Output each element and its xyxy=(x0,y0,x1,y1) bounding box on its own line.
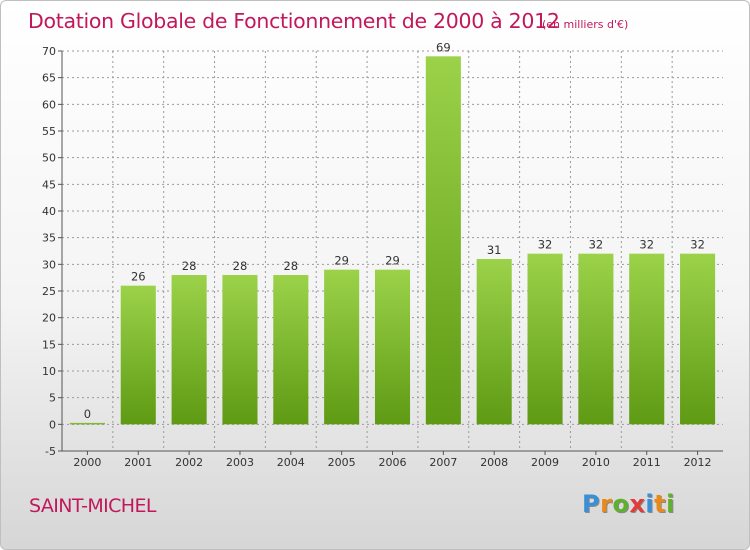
y-tick-label: 35 xyxy=(42,232,56,245)
y-tick-label: 15 xyxy=(42,338,56,351)
logo-letter: P xyxy=(582,490,601,518)
bar xyxy=(629,253,665,425)
x-tick-label: 2003 xyxy=(226,456,254,469)
y-tick-label: 20 xyxy=(42,312,56,325)
x-tick-label: 2004 xyxy=(277,456,305,469)
bar xyxy=(222,275,258,425)
logo-letter: x xyxy=(629,490,646,518)
bar-value-label: 28 xyxy=(233,259,248,273)
chart-subtitle: (en milliers d'€) xyxy=(542,18,629,31)
y-tick-label: 65 xyxy=(42,72,56,85)
y-tick-label: 40 xyxy=(42,205,56,218)
logo-letter: i xyxy=(666,490,675,518)
x-tick-label: 2001 xyxy=(124,456,152,469)
bar-value-label: 26 xyxy=(131,270,146,284)
y-tick-label: 25 xyxy=(42,285,56,298)
bar-value-label: 29 xyxy=(385,254,400,268)
bars xyxy=(69,56,716,425)
logo-letter: o xyxy=(612,490,630,518)
bar-value-label: 32 xyxy=(639,238,654,252)
x-tick-label: 2000 xyxy=(73,456,101,469)
logo-letter: t xyxy=(654,490,667,518)
x-tick-label: 2002 xyxy=(175,456,203,469)
x-tick-label: 2005 xyxy=(328,456,356,469)
axes: -5 0 5 10 15 20 25 30 35 40 45 50 55 60 65 70 2000 2001 20… xyxy=(42,45,723,469)
logo-letter: i xyxy=(645,490,655,518)
labels: 0 26 28 28 28 29 29 69 31 32 32 32 32 xyxy=(84,40,705,421)
x-tick-label: 2009 xyxy=(531,456,559,469)
y-tick-label: 45 xyxy=(42,178,56,191)
y-tick-label: -5 xyxy=(45,445,56,458)
y-tick-label: 0 xyxy=(49,418,56,431)
bar xyxy=(171,275,207,425)
bar xyxy=(273,275,309,425)
bar-value-label: 28 xyxy=(182,259,197,273)
bar xyxy=(69,422,105,425)
bar xyxy=(527,253,563,425)
bar xyxy=(578,253,614,425)
bar-value-label: 31 xyxy=(487,243,502,257)
bar xyxy=(120,285,156,425)
x-tick-label: 2006 xyxy=(379,456,407,469)
bar xyxy=(680,253,716,425)
x-tick-label: 2010 xyxy=(582,456,610,469)
commune-name: SAINT-MICHEL xyxy=(29,495,156,517)
y-tick-label: 55 xyxy=(42,125,56,138)
y-tick-label: 5 xyxy=(49,392,56,405)
bar xyxy=(324,269,360,425)
y-tick-label: 30 xyxy=(42,258,56,271)
proxiti-logo[interactable]: Proxiti xyxy=(582,490,675,518)
y-tick-label: 10 xyxy=(42,365,56,378)
x-tick-label: 2011 xyxy=(633,456,661,469)
logo-letter: r xyxy=(600,490,613,518)
bar-value-label: 69 xyxy=(436,40,451,54)
bar-value-label: 28 xyxy=(283,259,298,273)
bar-value-label: 29 xyxy=(334,254,349,268)
x-tick-label: 2008 xyxy=(480,456,508,469)
x-tick-label: 2012 xyxy=(684,456,712,469)
bar-value-label: 32 xyxy=(589,238,604,252)
x-tick-label: 2007 xyxy=(429,456,457,469)
bar xyxy=(476,259,512,425)
chart-title: Dotation Globale de Fonctionnement de 20… xyxy=(28,9,560,33)
y-tick-label: 60 xyxy=(42,98,56,111)
bar xyxy=(425,56,461,425)
y-tick-label: 70 xyxy=(42,45,56,58)
y-tick-label: 50 xyxy=(42,152,56,165)
bar xyxy=(374,269,411,425)
bar-value-label: 0 xyxy=(84,407,91,421)
bar-value-label: 32 xyxy=(538,238,553,252)
bar-value-label: 32 xyxy=(690,238,705,252)
